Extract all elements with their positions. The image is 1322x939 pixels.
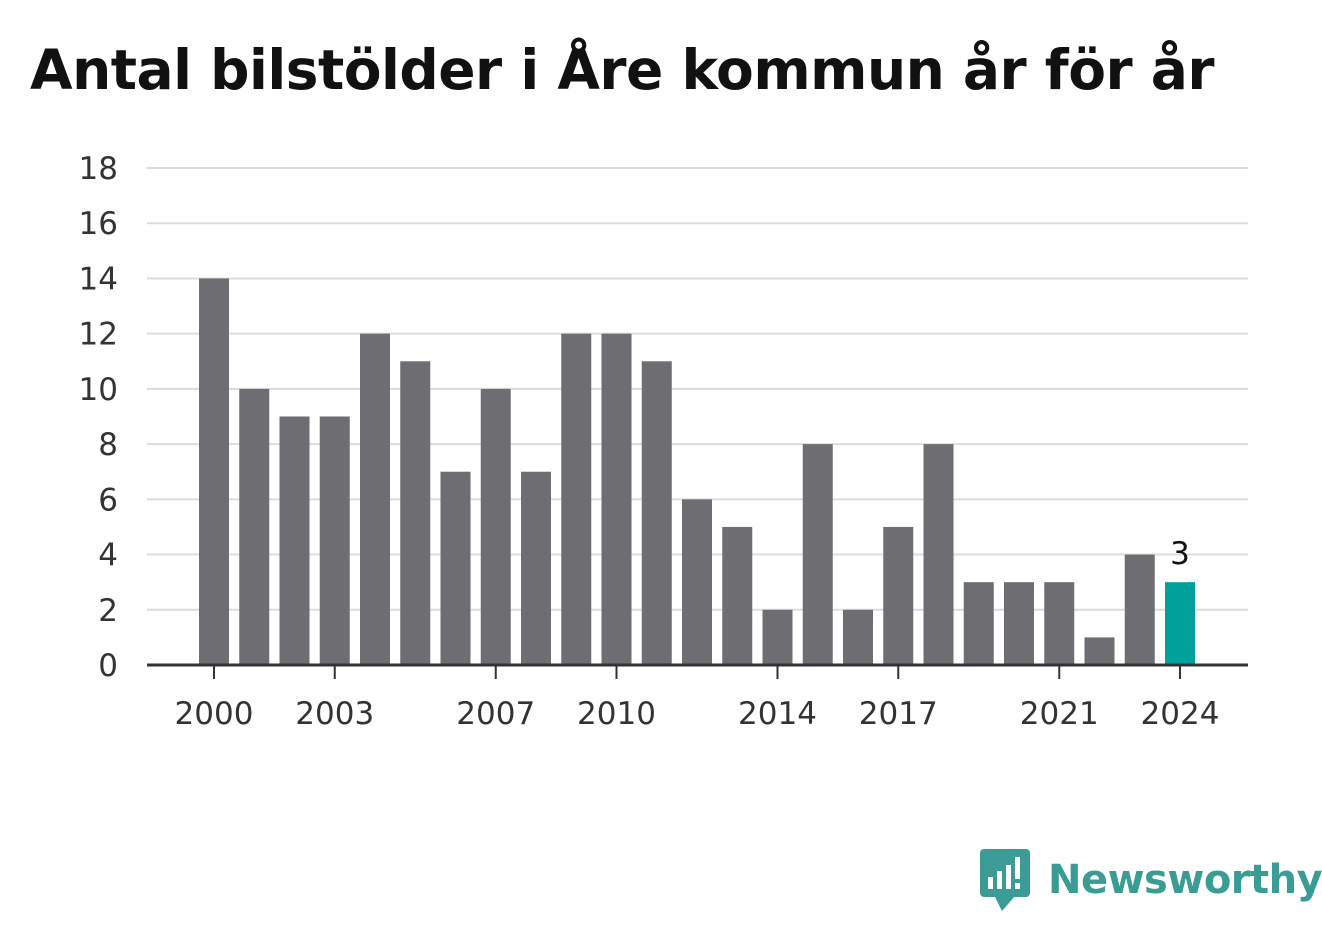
bar-2020 <box>1004 582 1034 665</box>
bar-2013 <box>722 526 753 665</box>
x-tick-label: 2024 <box>1141 696 1220 732</box>
bar-2019 <box>963 582 994 665</box>
bar-2014 <box>762 609 793 665</box>
y-tick-label: 6 <box>98 482 118 518</box>
bar-2011 <box>641 361 672 665</box>
x-tick-label: 2003 <box>295 696 374 732</box>
bar-2004 <box>360 333 390 665</box>
x-tick-label: 2007 <box>456 696 535 732</box>
x-tick-label: 2021 <box>1020 696 1099 732</box>
axes <box>147 663 1248 679</box>
y-tick-label: 2 <box>98 593 118 629</box>
bar-2022 <box>1084 637 1115 665</box>
bar-2024 <box>1165 582 1195 665</box>
bar-2021 <box>1044 582 1075 665</box>
labels: 0 2 4 6 8 10 12 14 16 18 2000 2003 2007 2010 2014 2017 2… <box>79 151 1220 732</box>
y-tick-label: 10 <box>79 372 118 408</box>
bar-2006 <box>440 471 471 665</box>
bar-2016 <box>843 609 873 665</box>
bar-2009 <box>561 333 592 665</box>
bar-2015 <box>802 444 833 665</box>
x-tick-label: 2010 <box>577 696 656 732</box>
highlight-data-label: 3 <box>1170 536 1190 572</box>
bar-chart: 0 2 4 6 8 10 12 14 16 18 2000 2003 2007 2010 2014 2017 2… <box>79 151 1248 732</box>
bar-2010 <box>601 333 632 665</box>
bar-2005 <box>400 361 431 665</box>
chart-title: Antal bilstölder i Åre kommun år för år <box>30 38 1215 102</box>
y-tick-label: 12 <box>79 317 118 353</box>
y-tick-label: 16 <box>79 206 118 242</box>
x-tick-label: 2014 <box>738 696 817 732</box>
bar-2000 <box>199 278 229 665</box>
y-tick-label: 4 <box>98 538 118 574</box>
y-tick-label: 18 <box>79 151 118 187</box>
newsworthy-logo-icon <box>980 849 1030 911</box>
bar-2007 <box>480 388 511 665</box>
bar-2008 <box>521 471 551 665</box>
x-tick-label: 2000 <box>175 696 254 732</box>
bar-2017 <box>883 526 914 665</box>
x-tick-label: 2017 <box>859 696 938 732</box>
newsworthy-brand: Newsworthy <box>980 848 1322 912</box>
bar-2012 <box>682 499 712 665</box>
bar-2002 <box>279 416 310 665</box>
y-tick-label: 0 <box>98 648 118 684</box>
bar-2023 <box>1124 554 1155 665</box>
bars <box>199 278 1195 665</box>
bar-2018 <box>923 444 954 665</box>
bar-2001 <box>239 388 270 665</box>
y-tick-label: 8 <box>98 427 118 463</box>
y-tick-label: 14 <box>79 261 118 297</box>
brand-name: Newsworthy <box>1048 857 1322 903</box>
bar-2003 <box>319 416 350 665</box>
